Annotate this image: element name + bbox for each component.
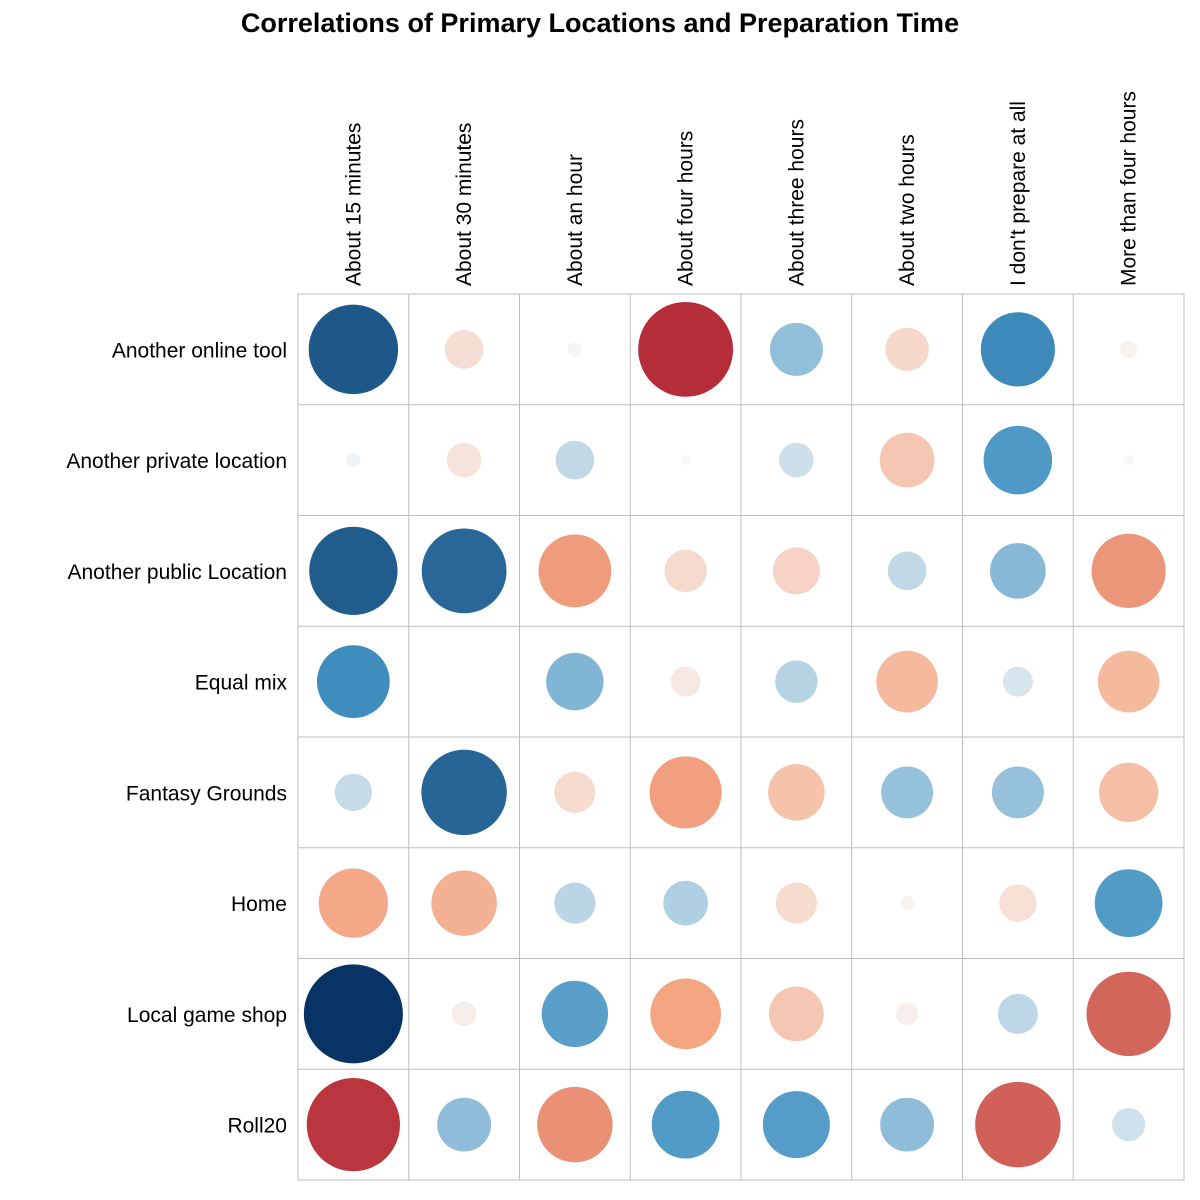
row-label: Roll20: [227, 1115, 287, 1138]
chart-title: Correlations of Primary Locations and Pr…: [241, 8, 959, 38]
correlation-circle: [885, 327, 929, 372]
correlation-circle: [997, 993, 1038, 1034]
row-label: Home: [231, 893, 287, 916]
column-label: More than four hours: [1118, 91, 1141, 286]
column-label: About 15 minutes: [342, 123, 365, 286]
correlation-circle: [537, 1086, 613, 1163]
grid: [297, 293, 1185, 1181]
correlation-circle: [680, 455, 691, 466]
row-label: Equal mix: [195, 672, 288, 695]
correlation-circle: [546, 652, 604, 711]
correlation-circle: [768, 986, 824, 1042]
correlation-circle: [1112, 1108, 1146, 1142]
column-label: About four hours: [675, 131, 698, 286]
correlation-circle: [318, 868, 389, 938]
correlation-circle: [554, 882, 596, 924]
correlation-circle: [876, 650, 938, 713]
correlation-circle: [975, 1081, 1061, 1168]
correlation-circle: [769, 322, 823, 376]
column-label: About three hours: [785, 119, 808, 286]
correlation-circle: [567, 342, 582, 357]
row-label: Another online tool: [112, 339, 287, 362]
correlation-circle: [303, 964, 403, 1064]
correlation-circle: [895, 1002, 919, 1026]
correlation-circle: [1091, 533, 1166, 608]
correlation-circle: [1086, 971, 1171, 1057]
correlation-circle: [421, 749, 507, 836]
correlation-circle: [538, 534, 612, 608]
correlation-circle: [887, 551, 927, 591]
correlation-circle: [663, 880, 708, 926]
column-label: About an hour: [564, 154, 587, 286]
row-labels: Another online tool Another private locat…: [66, 339, 287, 1137]
column-label: About two hours: [896, 134, 919, 286]
correlation-circle: [1099, 762, 1159, 822]
column-label: About 30 minutes: [453, 123, 476, 286]
correlation-circle: [775, 660, 818, 703]
correlation-circle: [346, 453, 361, 468]
correlation-circle: [1097, 650, 1160, 713]
column-label: I don't prepare at all: [1007, 101, 1030, 286]
correlation-circle: [779, 442, 814, 478]
correlation-circle: [309, 526, 398, 616]
correlation-circle: [316, 645, 390, 719]
correlation-circle: [554, 771, 596, 813]
correlation-circle: [879, 432, 935, 488]
correlation-circle: [1123, 455, 1134, 466]
correlation-circle: [775, 882, 817, 924]
correlation-circle: [638, 301, 734, 397]
correlation-circle: [991, 766, 1044, 819]
correlation-circle: [451, 1001, 477, 1027]
correlation-circle: [306, 1077, 401, 1172]
correlation-circle: [555, 440, 595, 480]
correlation-circle: [444, 330, 484, 369]
row-label: Fantasy Grounds: [126, 782, 287, 805]
correlation-circle: [664, 549, 707, 593]
correlation-circle: [1002, 666, 1033, 697]
correlation-circle: [308, 304, 399, 395]
correlation-circle: [1119, 340, 1138, 359]
correlation-circle: [880, 1097, 935, 1152]
correlation-circle: [772, 547, 820, 595]
correlation-circle: [999, 884, 1037, 922]
row-label: Local game shop: [127, 1004, 287, 1027]
correlation-circle: [651, 1090, 720, 1159]
correlation-circle: [900, 896, 915, 911]
correlation-circle: [446, 442, 482, 478]
correlation-circle: [650, 978, 721, 1050]
correlation-circle: [541, 980, 609, 1048]
row-label: Another private location: [66, 450, 287, 473]
correlation-circle: [980, 312, 1055, 387]
correlation-circle: [670, 666, 701, 697]
correlation-circle: [1094, 869, 1163, 938]
correlation-circle: [421, 528, 507, 614]
correlation-circle: [762, 1091, 830, 1159]
correlation-circle: [649, 756, 722, 829]
correlation-circle: [990, 543, 1046, 599]
correlation-circle: [881, 766, 934, 819]
correlation-circles: [303, 301, 1171, 1172]
correlation-circle: [768, 764, 825, 821]
correlation-circle: [983, 425, 1053, 495]
correlation-circle: [334, 773, 373, 812]
column-labels: About 15 minutes About 30 minutes About an…: [342, 91, 1140, 286]
correlation-circle: [431, 870, 497, 936]
correlation-circle: [437, 1097, 492, 1152]
row-label: Another public Location: [68, 561, 288, 584]
